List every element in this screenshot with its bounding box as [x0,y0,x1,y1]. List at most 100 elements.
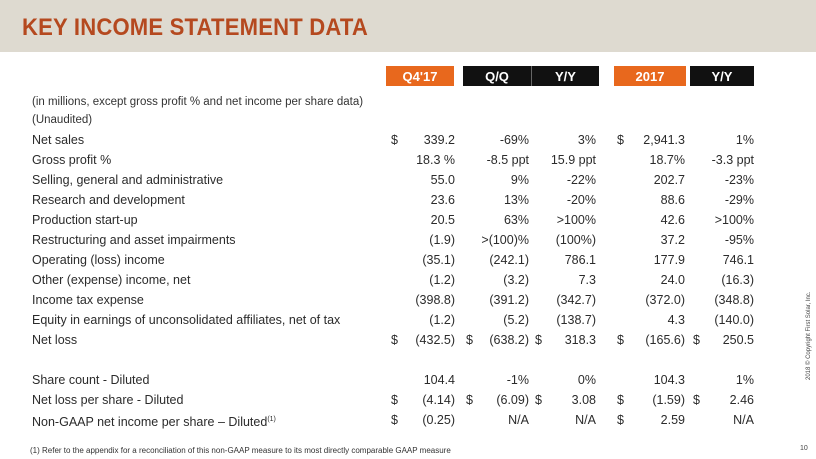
row-label-text: Net loss [32,333,78,347]
value-cell: >100% [714,213,754,227]
currency-symbol: $ [617,393,624,407]
currency-symbol: $ [391,393,398,407]
value-cell: (638.2) [489,333,529,347]
value-cell: N/A [733,413,754,427]
value-cell: (242.1) [489,253,529,267]
row-label: Research and development [32,191,185,209]
value-cell: 202.7 [653,173,685,187]
row-label: Restructuring and asset impairments [32,231,236,249]
value-cell: >(100)% [481,233,529,247]
value-cell: -23% [724,173,754,187]
value-cell: (165.6) [645,333,685,347]
currency-symbol: $ [391,133,398,147]
currency-symbol: $ [693,333,700,347]
row-label-text: Restructuring and asset impairments [32,233,236,247]
value-cell: >100% [556,213,596,227]
value-cell: 1% [735,133,754,147]
value-cell: -29% [724,193,754,207]
row-label: Income tax expense [32,291,144,309]
row-label: Non-GAAP net income per share – Diluted(… [32,411,276,431]
table-row: Net loss $ (432.5) $ (638.2) $318.3 $ (165.6) $2… [0,331,800,349]
value-cell: (16.3) [721,273,754,287]
value-cell: (348.8) [714,293,754,307]
row-label: Equity in earnings of unconsolidated aff… [32,311,340,329]
table-row: Restructuring and asset impairments (1.9)… [0,231,800,249]
row-label-text: Production start-up [32,213,138,227]
row-label-text: Other (expense) income, net [32,273,191,287]
value-cell: (398.8) [415,293,455,307]
currency-symbol: $ [693,393,700,407]
value-cell: 55.0 [430,173,455,187]
value-cell: 2,941.3 [643,133,685,147]
row-label-text: Equity in earnings of unconsolidated aff… [32,313,341,327]
row-label: Net loss per share - Diluted [32,391,183,409]
table-row: Income tax expense (398.8) (391.2) (342.7) (… [0,291,800,309]
value-cell: (1.9) [429,233,455,247]
header-qq: Q/Q [463,66,531,86]
value-cell: -69% [499,133,529,147]
value-cell: (138.7) [556,313,596,327]
value-cell: -22% [566,173,596,187]
row-label: Selling, general and administrative [32,171,223,189]
table-row: Selling, general and administrative 55.0 9… [0,171,800,189]
value-cell: 13% [503,193,529,207]
value-cell: (6.09) [496,393,529,407]
value-cell: (1.2) [429,273,455,287]
table-row: Production start-up 20.5 63% >100% 42.6 >100% [0,211,800,229]
table-row: Non-GAAP net income per share – Diluted(… [0,411,800,429]
table-row: Research and development 23.6 13% -20% 88.6 -… [0,191,800,209]
value-cell: 37.2 [660,233,685,247]
value-cell: 4.3 [667,313,685,327]
value-cell: 104.3 [653,373,685,387]
row-label: Net loss [32,331,77,349]
value-cell: 2.59 [660,413,685,427]
value-cell: (432.5) [415,333,455,347]
currency-symbol: $ [617,333,624,347]
value-cell: (1.2) [429,313,455,327]
unaudited-note: (Unaudited) [32,114,93,126]
row-label: Gross profit % [32,151,111,169]
table-row: Equity in earnings of unconsolidated aff… [0,311,800,329]
table-row: Gross profit % 18.3 % -8.5 ppt 15.9 ppt 18.7… [0,151,800,169]
currency-symbol: $ [466,333,473,347]
value-cell: N/A [508,413,529,427]
currency-symbol: $ [466,393,473,407]
currency-symbol: $ [617,413,624,427]
row-label: Other (expense) income, net [32,271,190,289]
footnote-marker: (1) [267,416,276,423]
table-row: Other (expense) income, net (1.2) (3.2) 7.3… [0,271,800,289]
value-cell: 18.7% [649,153,685,167]
value-cell: 0% [577,373,596,387]
value-cell: 3% [577,133,596,147]
value-cell: 1% [735,373,754,387]
row-label-text: Research and development [32,193,185,207]
table-row: Share count - Diluted 104.4 -1% 0% 104.3 1% [0,371,800,389]
row-label: Net sales [32,131,84,149]
row-label: Share count - Diluted [32,371,149,389]
header-yy-2017: Y/Y [690,66,754,86]
row-label-text: Non-GAAP net income per share – Diluted [32,415,268,430]
value-cell: (372.0) [645,293,685,307]
title-bar: KEY INCOME STATEMENT DATA [0,0,816,52]
row-label: Production start-up [32,211,138,229]
value-cell: (342.7) [556,293,596,307]
value-cell: (391.2) [489,293,529,307]
row-label: Operating (loss) income [32,251,165,269]
value-cell: 3.08 [571,393,596,407]
value-cell: -3.3 ppt [711,153,754,167]
value-cell: 18.3 % [416,153,455,167]
currency-symbol: $ [535,333,542,347]
row-label-text: Share count - Diluted [32,373,150,387]
value-cell: 9% [510,173,529,187]
copyright: 2018 © Copyright First Solar, Inc. [806,291,812,380]
currency-symbol: $ [617,133,624,147]
value-cell: 88.6 [660,193,685,207]
page-number: 10 [800,445,808,452]
units-note: (in millions, except gross profit % and … [32,96,364,108]
header-2017: 2017 [614,66,686,86]
footnote: (1) Refer to the appendix for a reconcil… [30,446,451,455]
value-cell: (5.2) [503,313,529,327]
value-cell: -1% [506,373,529,387]
currency-symbol: $ [391,333,398,347]
value-cell: 63% [503,213,529,227]
